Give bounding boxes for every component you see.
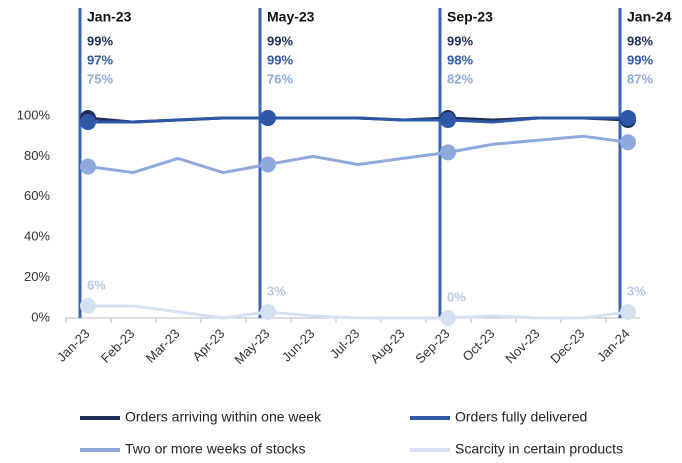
value-label: 99%	[447, 33, 473, 48]
x-tick-label: Jul-23	[327, 326, 363, 362]
x-tick-label: Dec-23	[547, 326, 587, 366]
value-label: 98%	[447, 52, 473, 67]
legend-label: Two or more weeks of stocks	[125, 441, 306, 457]
marker	[80, 158, 96, 175]
y-tick-label: 40%	[24, 229, 50, 244]
y-tick-label: 60%	[24, 188, 50, 203]
legend-label: Scarcity in certain products	[455, 441, 623, 457]
value-label: 76%	[267, 71, 293, 86]
marker	[440, 112, 456, 129]
y-tick-label: 80%	[24, 148, 50, 163]
value-label: 87%	[627, 71, 653, 86]
x-tick-label: Jan-24	[594, 326, 633, 365]
x-tick-label: Feb-23	[98, 326, 138, 366]
y-tick-label: 0%	[31, 309, 50, 324]
x-tick-label: May-23	[231, 326, 272, 367]
value-label: 6%	[87, 277, 106, 292]
marker	[80, 114, 96, 131]
series-line	[88, 116, 628, 124]
highlight-month: Jan-23	[87, 9, 132, 25]
value-label: 99%	[267, 52, 293, 67]
marker	[620, 134, 636, 151]
highlight-month: Sep-23	[447, 9, 493, 25]
value-label: 99%	[87, 33, 113, 48]
value-label: 82%	[447, 71, 473, 86]
value-label: 99%	[627, 52, 653, 67]
value-label: 0%	[447, 289, 466, 304]
marker	[260, 110, 276, 127]
legend-label: Orders arriving within one week	[125, 409, 322, 425]
marker	[440, 144, 456, 161]
x-tick-label: Sep-23	[412, 326, 452, 366]
y-tick-label: 20%	[24, 269, 50, 284]
x-tick-label: Mar-23	[143, 326, 183, 366]
x-tick-label: Apr-23	[189, 326, 227, 364]
marker	[440, 310, 456, 326]
marker	[620, 110, 636, 127]
x-tick-label: Nov-23	[502, 326, 542, 366]
marker	[260, 156, 276, 173]
series-line	[88, 304, 629, 320]
value-label: 98%	[627, 33, 653, 48]
x-tick-label: Jan-23	[54, 326, 93, 365]
marker	[260, 303, 276, 320]
value-label: 3%	[627, 283, 646, 298]
x-tick-label: Oct-23	[459, 326, 497, 364]
value-label: 97%	[87, 52, 113, 67]
x-tick-label: Aug-23	[367, 326, 407, 366]
y-tick-label: 100%	[17, 107, 51, 122]
highlight-month: May-23	[267, 9, 315, 25]
highlight-month: Jan-24	[627, 9, 672, 25]
marker	[80, 297, 96, 314]
value-label: 99%	[267, 33, 293, 48]
value-label: 3%	[267, 283, 286, 298]
legend-label: Orders fully delivered	[455, 409, 587, 425]
value-label: 75%	[87, 71, 113, 86]
series-line	[87, 134, 629, 175]
x-tick-label: Jun-23	[279, 326, 318, 365]
marker	[620, 303, 636, 320]
